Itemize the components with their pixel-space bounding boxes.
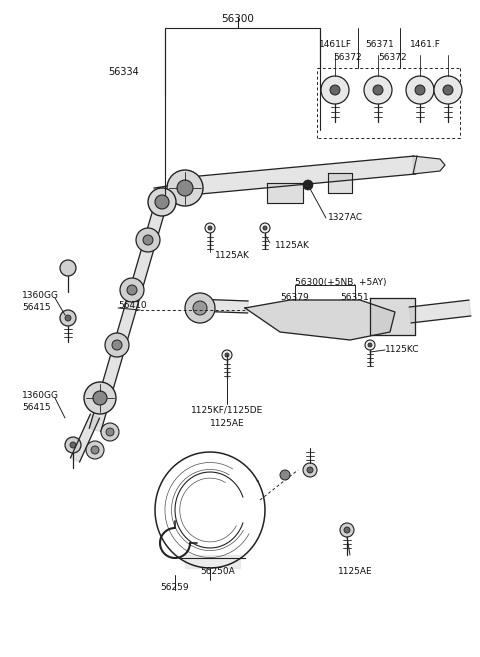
Polygon shape — [89, 198, 168, 432]
Circle shape — [434, 76, 462, 104]
Text: 1461LF: 1461LF — [319, 40, 351, 49]
Text: 1327AC: 1327AC — [328, 214, 363, 223]
Circle shape — [365, 340, 375, 350]
Circle shape — [368, 343, 372, 347]
Text: 1125AK: 1125AK — [215, 250, 250, 260]
Circle shape — [101, 423, 119, 441]
Text: 56410: 56410 — [118, 300, 146, 309]
Circle shape — [70, 442, 76, 448]
Circle shape — [65, 437, 81, 453]
Text: 1461.F: 1461.F — [409, 40, 441, 49]
Circle shape — [106, 428, 114, 436]
Circle shape — [321, 76, 349, 104]
Circle shape — [84, 382, 116, 414]
Polygon shape — [195, 299, 248, 313]
Text: 1125KF/1125DE: 1125KF/1125DE — [191, 405, 263, 415]
Circle shape — [222, 350, 232, 360]
Circle shape — [155, 195, 169, 209]
Polygon shape — [71, 414, 99, 462]
Circle shape — [105, 333, 129, 357]
Text: 56300(+5NB, +5AY): 56300(+5NB, +5AY) — [295, 277, 386, 286]
Polygon shape — [199, 156, 416, 194]
Text: 56300: 56300 — [222, 14, 254, 24]
Polygon shape — [245, 300, 395, 340]
Circle shape — [307, 467, 313, 473]
Polygon shape — [328, 173, 352, 193]
Text: 1125KC: 1125KC — [385, 346, 420, 355]
Text: 56334: 56334 — [108, 67, 139, 77]
Text: 56259: 56259 — [161, 583, 189, 591]
Circle shape — [205, 223, 215, 233]
Circle shape — [60, 260, 76, 276]
Circle shape — [263, 226, 267, 230]
Circle shape — [167, 170, 203, 206]
Circle shape — [260, 223, 270, 233]
Circle shape — [136, 228, 160, 252]
Circle shape — [91, 446, 99, 454]
Polygon shape — [409, 300, 471, 323]
Text: 56372: 56372 — [334, 53, 362, 62]
Polygon shape — [267, 183, 303, 203]
Circle shape — [185, 293, 215, 323]
Circle shape — [86, 441, 104, 459]
Circle shape — [303, 463, 317, 477]
Text: 56379: 56379 — [281, 294, 310, 302]
Circle shape — [344, 527, 350, 533]
Circle shape — [127, 285, 137, 295]
Circle shape — [208, 226, 212, 230]
Circle shape — [112, 340, 122, 350]
Circle shape — [406, 76, 434, 104]
Circle shape — [177, 180, 193, 196]
Text: 56372: 56372 — [379, 53, 408, 62]
Circle shape — [280, 470, 290, 480]
Circle shape — [340, 523, 354, 537]
Circle shape — [193, 301, 207, 315]
Circle shape — [143, 235, 153, 245]
Circle shape — [225, 353, 229, 357]
Circle shape — [93, 391, 107, 405]
Text: 56250A: 56250A — [201, 568, 235, 576]
Text: 56371: 56371 — [366, 40, 395, 49]
Text: 1360GG: 1360GG — [22, 290, 59, 300]
Text: 56351: 56351 — [341, 294, 370, 302]
Text: 1125AE: 1125AE — [338, 568, 372, 576]
Circle shape — [364, 76, 392, 104]
Circle shape — [148, 188, 176, 216]
Circle shape — [60, 310, 76, 326]
Polygon shape — [370, 298, 415, 335]
Text: 56415: 56415 — [22, 403, 50, 411]
Circle shape — [415, 85, 425, 95]
Circle shape — [330, 85, 340, 95]
Polygon shape — [413, 156, 445, 174]
Circle shape — [373, 85, 383, 95]
Circle shape — [120, 278, 144, 302]
Text: 1125AE: 1125AE — [210, 419, 244, 428]
Text: 1125AK: 1125AK — [275, 240, 310, 250]
Text: 1360GG: 1360GG — [22, 390, 59, 399]
Text: 56415: 56415 — [22, 302, 50, 311]
Circle shape — [65, 315, 71, 321]
Polygon shape — [154, 186, 169, 202]
Circle shape — [303, 180, 313, 190]
Circle shape — [443, 85, 453, 95]
